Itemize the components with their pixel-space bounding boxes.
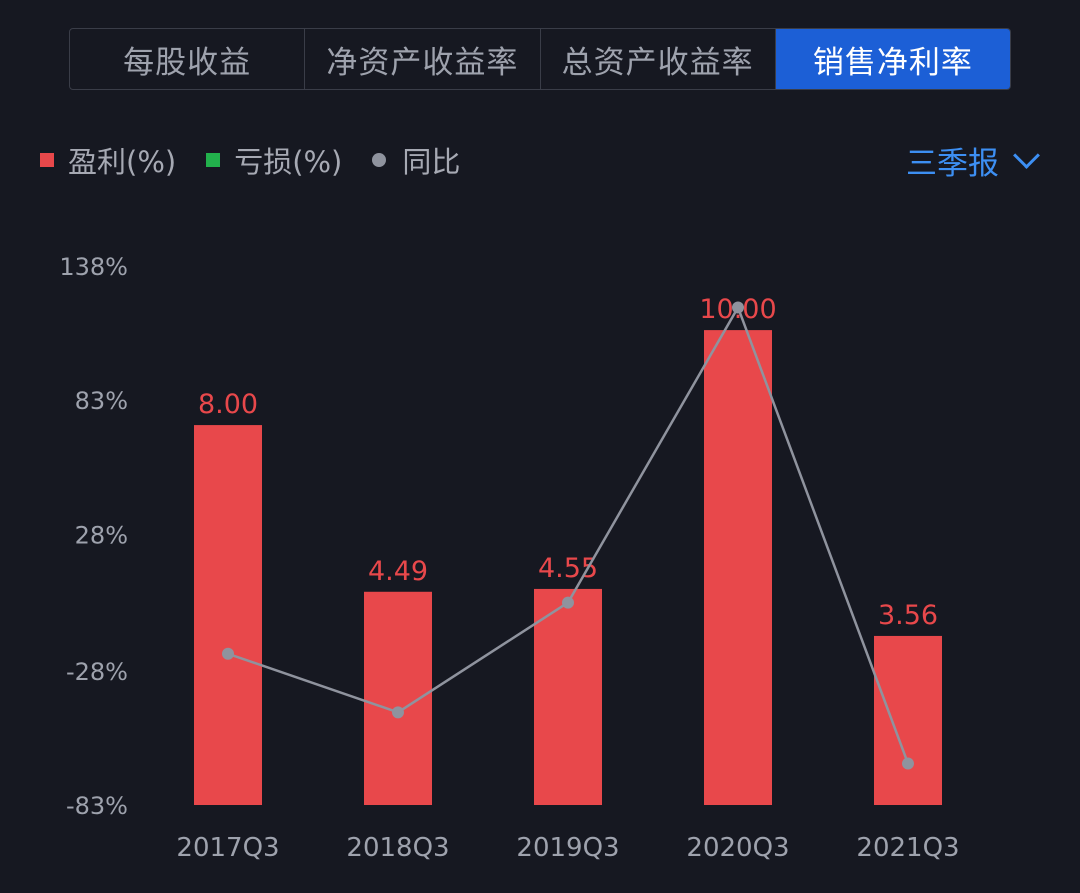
indicator-tabs: 每股收益 净资产收益率 总资产收益率 销售净利率 <box>69 28 1011 90</box>
bars <box>194 330 942 805</box>
tab-net-profit-margin[interactable]: 销售净利率 <box>775 29 1010 89</box>
legend-item-profit: 盈利(%) <box>40 139 176 181</box>
loss-swatch-icon <box>206 153 221 167</box>
x-tick-label: 2020Q3 <box>686 833 789 863</box>
tab-eps[interactable]: 每股收益 <box>70 29 306 89</box>
x-axis: 2017Q3 2018Q3 2019Q3 2020Q3 2021Q3 <box>176 833 959 863</box>
bar-2019Q3 <box>534 588 602 805</box>
profit-swatch-icon <box>40 153 54 167</box>
period-selector-label: 三季报 <box>906 145 999 182</box>
tab-roe[interactable]: 净资产收益率 <box>305 29 541 89</box>
y-axis: 138% 83% 28% -28% -83% <box>59 253 128 820</box>
yoy-dot-icon <box>372 153 387 167</box>
bar-value-label: 3.56 <box>878 600 938 631</box>
yoy-line <box>222 301 914 770</box>
x-tick-label: 2021Q3 <box>856 833 959 863</box>
yoy-point-2021Q3 <box>902 757 914 770</box>
legend-item-yoy: 同比 <box>372 139 460 181</box>
y-tick-label: -28% <box>66 658 128 686</box>
y-tick-label: 83% <box>75 387 128 415</box>
legend-yoy-label: 同比 <box>402 145 461 179</box>
tab-roa[interactable]: 总资产收益率 <box>541 29 776 89</box>
yoy-point-2018Q3 <box>392 706 404 719</box>
yoy-point-2017Q3 <box>222 647 234 660</box>
bar-2017Q3 <box>194 425 262 805</box>
bar-2021Q3 <box>874 635 942 805</box>
x-tick-label: 2018Q3 <box>346 833 449 863</box>
legend-item-loss: 亏损(%) <box>206 139 342 181</box>
bar-value-label: 8.00 <box>198 389 258 420</box>
legend-profit-label: 盈利(%) <box>68 145 177 179</box>
bar-2020Q3 <box>704 330 772 805</box>
bar-value-label: 4.49 <box>368 556 428 587</box>
legend-loss-label: 亏损(%) <box>234 145 343 179</box>
period-selector[interactable]: 三季报 <box>906 138 1040 182</box>
y-tick-label: 28% <box>75 521 128 549</box>
yoy-point-2019Q3 <box>562 596 574 609</box>
x-tick-label: 2019Q3 <box>516 833 619 863</box>
chart-legend: 盈利(%) 亏损(%) 同比 <box>40 140 490 180</box>
x-tick-label: 2017Q3 <box>176 833 279 863</box>
y-tick-label: -83% <box>66 792 128 820</box>
yoy-point-2020Q3 <box>732 301 744 314</box>
y-tick-label: 138% <box>59 253 128 281</box>
bar-value-labels: 8.004.494.5510.003.56 <box>198 294 938 631</box>
